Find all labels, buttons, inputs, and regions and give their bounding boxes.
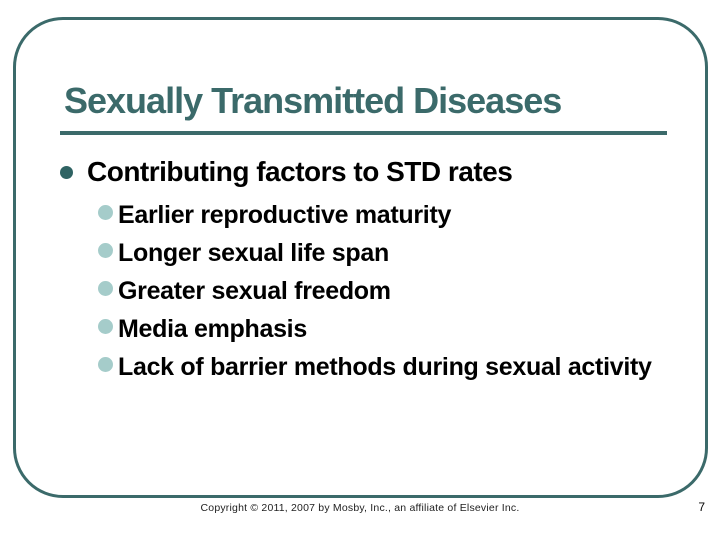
bullet-item-level1: Contributing factors to STD rates bbox=[50, 154, 680, 190]
sub-bullet-dot-icon bbox=[98, 281, 113, 296]
sub-bullet-dot-icon bbox=[98, 319, 113, 334]
list-item: Lack of barrier methods during sexual ac… bbox=[50, 348, 680, 386]
list-item: Greater sexual freedom bbox=[50, 272, 680, 310]
sub-bullet-text: Longer sexual life span bbox=[118, 239, 389, 267]
slide-title: Sexually Transmitted Diseases bbox=[64, 80, 562, 121]
bullet-dot-icon bbox=[60, 166, 73, 179]
sub-bullet-text: Lack of barrier methods during sexual ac… bbox=[118, 353, 652, 381]
copyright-footer: Copyright © 2011, 2007 by Mosby, Inc., a… bbox=[200, 502, 520, 514]
sub-bullet-text: Earlier reproductive maturity bbox=[118, 201, 452, 229]
slide-border-frame bbox=[13, 17, 708, 498]
page-number: 7 bbox=[698, 500, 705, 514]
sub-bullet-text: Media emphasis bbox=[118, 315, 307, 343]
sub-bullet-dot-icon bbox=[98, 243, 113, 258]
list-item: Earlier reproductive maturity bbox=[50, 196, 680, 234]
sub-bullet-text: Greater sexual freedom bbox=[118, 277, 391, 305]
sub-bullet-dot-icon bbox=[98, 357, 113, 372]
slide-body: Contributing factors to STD rates Earlie… bbox=[50, 154, 680, 386]
title-underline bbox=[60, 131, 667, 135]
sub-bullet-list: Earlier reproductive maturity Longer sex… bbox=[50, 196, 680, 386]
list-item: Longer sexual life span bbox=[50, 234, 680, 272]
sub-bullet-dot-icon bbox=[98, 205, 113, 220]
list-item: Media emphasis bbox=[50, 310, 680, 348]
bullet-level1-text: Contributing factors to STD rates bbox=[87, 156, 513, 187]
